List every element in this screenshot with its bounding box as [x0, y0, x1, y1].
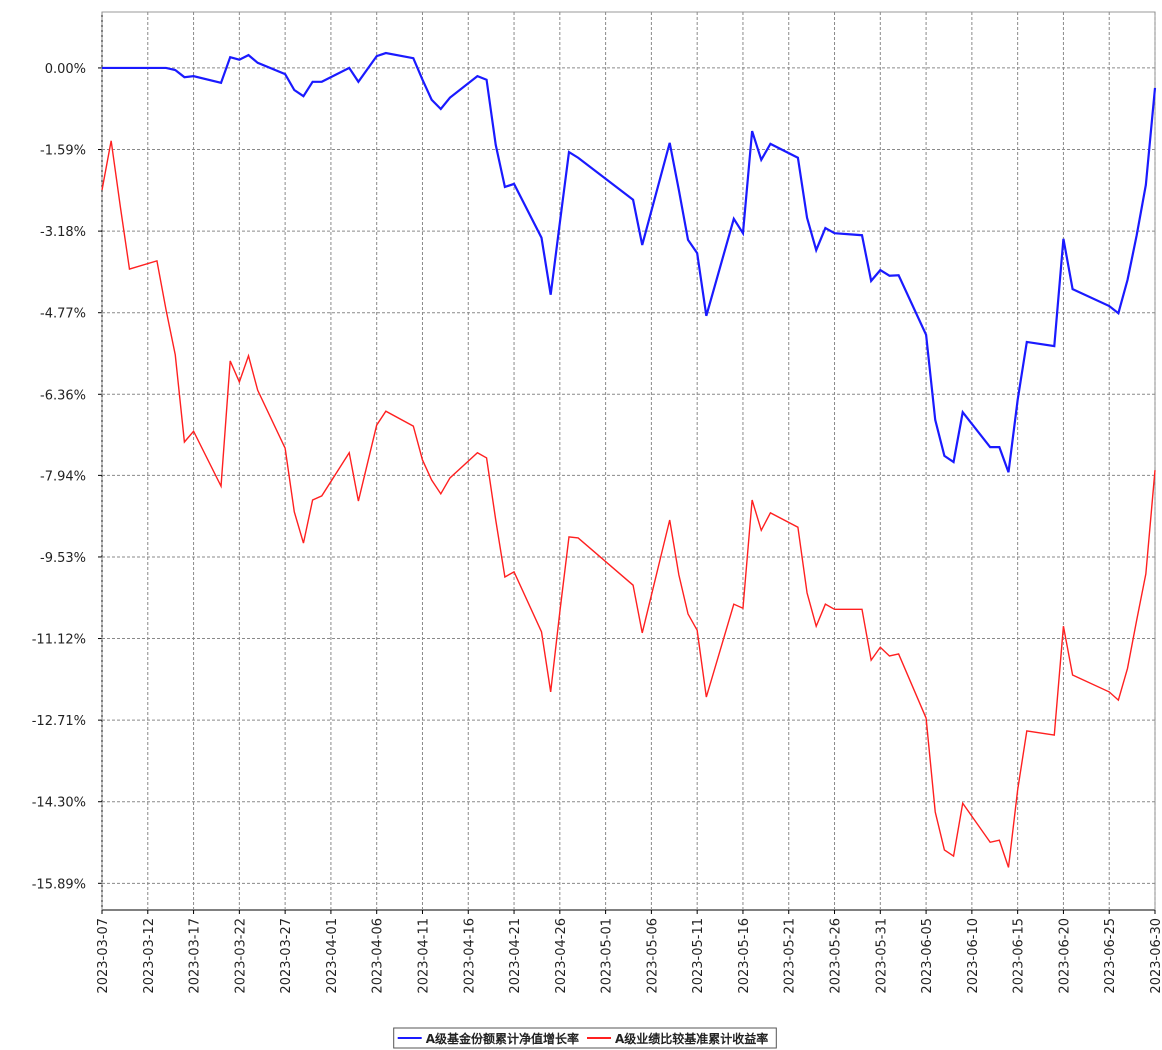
- series-line: [102, 51, 1157, 473]
- x-tick-label: 2023-03-07: [96, 918, 111, 994]
- y-tick-label: -6.36%: [40, 388, 86, 403]
- x-tick-label: 2023-05-16: [737, 918, 752, 994]
- x-tick-label: 2023-04-01: [325, 918, 340, 994]
- y-tick-label: -1.59%: [40, 144, 86, 159]
- x-tick-label: 2023-03-12: [142, 918, 157, 994]
- y-tick-label: -14.30%: [32, 796, 86, 811]
- y-tick-label: -9.53%: [40, 551, 86, 566]
- x-tick-label: 2023-06-30: [1149, 918, 1162, 994]
- y-tick-label: -12.71%: [32, 714, 86, 729]
- x-tick-label: 2023-03-22: [233, 918, 248, 994]
- x-tick-label: 2023-03-17: [188, 918, 203, 994]
- series-line: [101, 140, 1156, 868]
- y-tick-label: -11.12%: [32, 633, 86, 648]
- x-tick-label: 2023-04-16: [462, 918, 477, 994]
- x-tick-label: 2023-06-15: [1012, 918, 1027, 994]
- x-tick-label: 2023-06-20: [1057, 918, 1072, 994]
- x-tick-label: 2023-06-10: [966, 918, 981, 994]
- x-tick-label: 2023-06-25: [1103, 918, 1118, 994]
- y-tick-label: -3.18%: [40, 225, 86, 240]
- x-tick-label: 2023-06-05: [920, 918, 935, 994]
- legend-box: [393, 1027, 777, 1049]
- x-tick-label: 2023-05-01: [600, 918, 615, 994]
- y-tick-label: -15.89%: [32, 877, 86, 892]
- x-tick-label: 2023-05-26: [829, 918, 844, 994]
- x-tick-label: 2023-04-06: [371, 918, 386, 994]
- x-tick-label: 2023-05-21: [783, 918, 798, 994]
- x-tick-label: 2023-05-31: [874, 918, 889, 994]
- y-tick-label: -4.77%: [40, 307, 86, 322]
- x-tick-label: 2023-04-21: [508, 918, 523, 994]
- x-tick-label: 2023-04-11: [416, 918, 431, 994]
- x-tick-label: 2023-03-27: [279, 918, 294, 994]
- x-tick-label: 2023-04-26: [554, 918, 569, 994]
- x-tick-label: 2023-05-06: [645, 918, 660, 994]
- y-tick-label: -7.94%: [40, 469, 86, 484]
- y-tick-label: 0.00%: [45, 62, 86, 77]
- x-tick-label: 2023-05-11: [691, 918, 706, 994]
- legend-label: A级业绩比较基准累计收益率: [615, 1031, 768, 1046]
- plot-area: [101, 11, 1156, 911]
- legend: A级基金份额累计净值增长率 A级业绩比较基准累计收益率: [393, 1027, 777, 1049]
- legend-label: A级基金份额累计净值增长率: [426, 1031, 579, 1046]
